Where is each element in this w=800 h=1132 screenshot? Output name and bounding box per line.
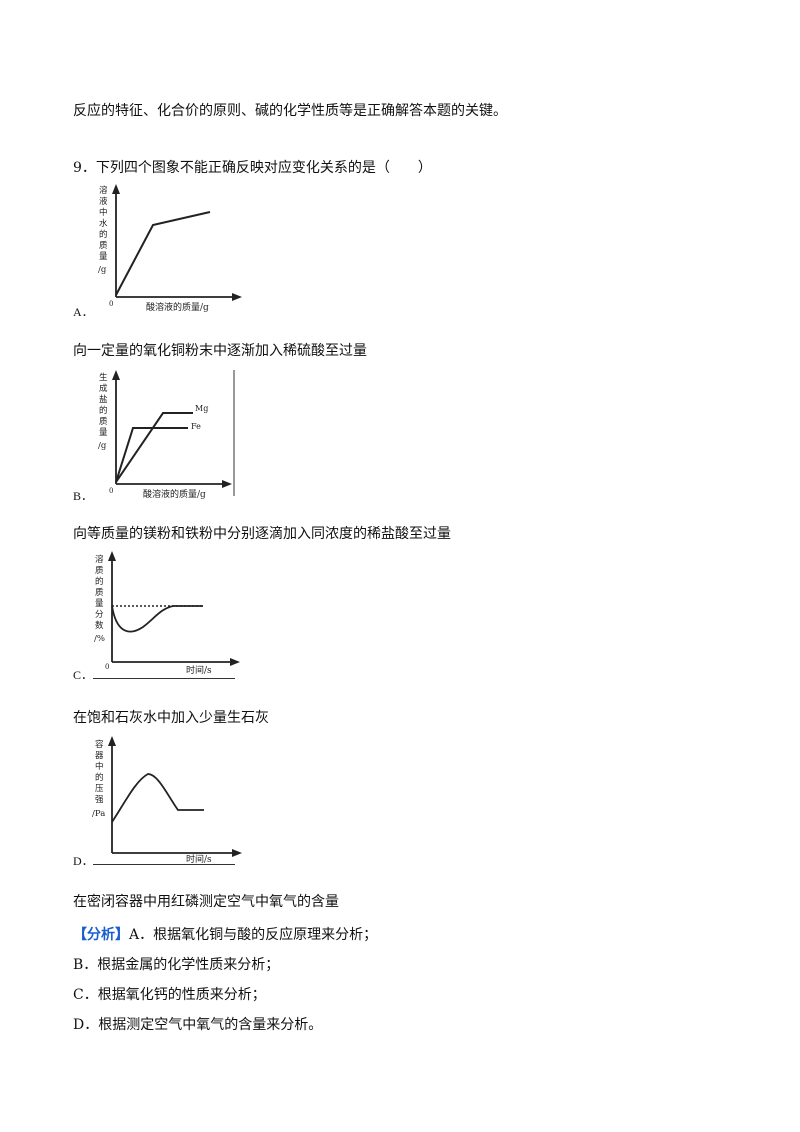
y-label-char: 压 (95, 784, 104, 794)
y-label: 生 成 盐 的 质 量 /g (98, 372, 108, 451)
analysis-tag: 【分析】 (73, 927, 129, 943)
x-axis-arrow (232, 293, 242, 301)
y-label-char: 水 (99, 218, 108, 229)
y-label-char: 的 (99, 229, 108, 240)
question-number: 9． (73, 160, 96, 176)
y-label-char: /g (98, 441, 107, 451)
analysis-line-d: D．根据测定空气中氧气的含量来分析。 (73, 1017, 323, 1033)
question-text: 下列四个图象不能正确反映对应变化关系的是（ ） (95, 160, 432, 176)
option-c-text: 在饱和石灰水中加入少量生石灰 (73, 710, 269, 726)
x-axis-arrow (230, 658, 240, 666)
option-b-text: 向等质量的镁粉和铁粉中分别逐滴加入同浓度的稀盐酸至过量 (73, 526, 451, 542)
y-label-char: 液 (99, 196, 108, 207)
y-label-char: 盐 (99, 394, 108, 405)
y-label: 容 器 中 的 压 强 /Pa (92, 739, 105, 819)
y-label-char: 器 (95, 751, 104, 761)
option-a-label: A． (73, 305, 94, 319)
curve-pressure (111, 773, 204, 823)
y-label-char: 质 (95, 565, 104, 576)
graph-d: 容 器 中 的 压 强 /Pa 时间/s (92, 736, 242, 865)
origin-label: 0 (105, 663, 109, 671)
series-label-fe: Fe (191, 422, 201, 431)
origin-label: 0 (109, 300, 113, 308)
y-label-char: 量 (99, 252, 108, 262)
x-label: 酸溶液的质量/g (143, 488, 206, 500)
option-c-underline (93, 678, 235, 679)
y-label: 溶 质 的 质 量 分 数 /% (94, 554, 105, 644)
graph-a: 溶 液 中 水 的 质 量 /g 0 酸溶液的质量/g (98, 184, 242, 313)
origin-label: 0 (109, 487, 113, 495)
y-label-char: 容 (95, 739, 104, 750)
option-b-label: B． (73, 489, 94, 503)
curve-water-mass (115, 211, 211, 296)
y-axis-arrow (108, 551, 116, 561)
y-label-char: 中 (95, 761, 104, 772)
y-label-char: 生 (99, 372, 108, 383)
y-label-char: 分 (95, 610, 104, 620)
y-label-char: 的 (95, 772, 104, 783)
y-axis-arrow (108, 736, 116, 746)
option-c-label: C． (73, 668, 94, 682)
y-label-char: 质 (95, 587, 104, 598)
x-label: 酸溶液的质量/g (146, 301, 209, 313)
analysis-line-b: B．根据金属的化学性质来分析； (73, 957, 280, 973)
y-label-char: 数 (95, 620, 104, 631)
graph-b: Mg Fe 生 成 盐 的 质 量 /g 0 酸溶液的质量/g (98, 370, 235, 500)
y-label-char: 溶 (95, 554, 104, 565)
y-label-char: 质 (99, 416, 108, 427)
x-axis-arrow (222, 480, 232, 488)
x-label: 时间/s (186, 853, 212, 865)
series-label-mg: Mg (195, 404, 208, 413)
analysis-line-a: 【分析】A．根据氧化铜与酸的反应原理来分析； (73, 926, 377, 944)
option-d-label: D． (73, 854, 94, 868)
y-label-char: /g (98, 265, 107, 275)
y-label-char: 的 (95, 576, 104, 587)
curve-mg (115, 412, 193, 483)
analysis-text: A．根据氧化铜与酸的反应原理来分析； (129, 927, 378, 943)
y-label-char: 量 (99, 428, 108, 438)
y-axis-arrow (112, 370, 120, 380)
curve-mass-fraction (111, 605, 203, 633)
y-label-char: /% (94, 634, 105, 644)
graph-c: 溶 质 的 质 量 分 数 /% 0 时间/s (94, 551, 240, 676)
analysis-line-c: C．根据氧化钙的性质来分析； (73, 987, 266, 1003)
y-label-char: 量 (95, 599, 104, 609)
option-d-text: 在密闭容器中用红磷测定空气中氧气的含量 (73, 894, 339, 910)
y-label-char: 溶 (99, 185, 108, 196)
y-label-char: 的 (99, 405, 108, 416)
x-axis-arrow (232, 849, 242, 857)
y-label-char: 强 (95, 795, 104, 805)
y-axis-arrow (112, 184, 120, 194)
y-label-char: 成 (99, 383, 108, 394)
y-label: 溶 液 中 水 的 质 量 /g (98, 185, 108, 275)
x-label: 时间/s (186, 664, 212, 676)
intro-text: 反应的特征、化合价的原则、碱的化学性质等是正确解答本题的关键。 (73, 103, 507, 119)
y-label-char: 质 (99, 240, 108, 251)
y-label-char: 中 (99, 207, 108, 218)
y-label-char: /Pa (92, 809, 105, 819)
curve-fe (115, 427, 188, 483)
option-d-underline (93, 864, 235, 865)
option-a-text: 向一定量的氧化铜粉末中逐渐加入稀硫酸至过量 (73, 343, 367, 359)
question-stem: 9．下列四个图象不能正确反映对应变化关系的是（ ） (73, 159, 432, 177)
